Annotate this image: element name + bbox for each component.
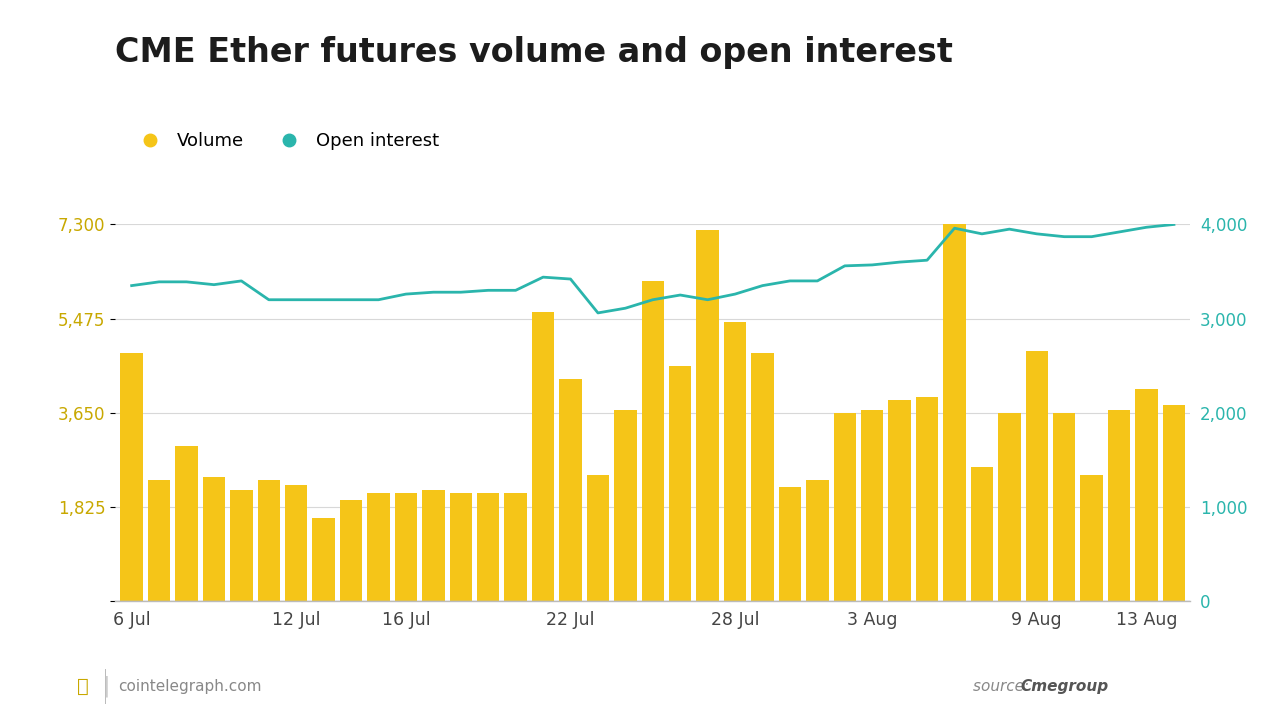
Bar <box>696 230 719 601</box>
Bar <box>970 467 993 601</box>
Bar <box>943 224 965 601</box>
Bar <box>120 353 143 601</box>
Bar <box>422 490 444 601</box>
Bar <box>1025 351 1048 601</box>
Bar <box>751 353 773 601</box>
Text: Cmegroup: Cmegroup <box>1020 679 1108 694</box>
Bar <box>778 487 801 601</box>
Bar <box>998 413 1020 601</box>
Bar <box>806 480 828 601</box>
Bar <box>586 474 609 601</box>
Bar <box>1053 413 1075 601</box>
Bar <box>861 410 883 601</box>
Bar <box>1135 390 1157 601</box>
Bar <box>532 312 554 601</box>
Bar <box>888 400 911 601</box>
Bar <box>367 492 389 601</box>
Bar <box>147 480 170 601</box>
Bar <box>202 477 225 601</box>
Bar <box>1080 474 1103 601</box>
Bar <box>723 322 746 601</box>
Bar <box>641 281 664 601</box>
Bar <box>230 490 252 601</box>
Bar <box>559 379 581 601</box>
Bar <box>175 446 197 601</box>
Bar <box>915 397 938 601</box>
Text: ⓢ: ⓢ <box>77 677 90 696</box>
Text: cointelegraph.com: cointelegraph.com <box>118 679 261 694</box>
Bar <box>1162 405 1185 601</box>
Bar <box>339 500 362 601</box>
Bar <box>669 366 691 601</box>
Bar <box>614 410 636 601</box>
Text: source:: source: <box>973 679 1034 694</box>
Bar <box>449 492 472 601</box>
Bar <box>312 518 335 601</box>
Bar <box>833 413 856 601</box>
Bar <box>477 492 499 601</box>
Bar <box>1107 410 1130 601</box>
Bar <box>504 492 527 601</box>
Bar <box>257 480 280 601</box>
Bar <box>394 492 417 601</box>
Bar <box>285 485 307 601</box>
Text: |: | <box>102 675 110 697</box>
Legend: Volume, Open interest: Volume, Open interest <box>124 125 447 157</box>
Text: CME Ether futures volume and open interest: CME Ether futures volume and open intere… <box>115 36 954 70</box>
